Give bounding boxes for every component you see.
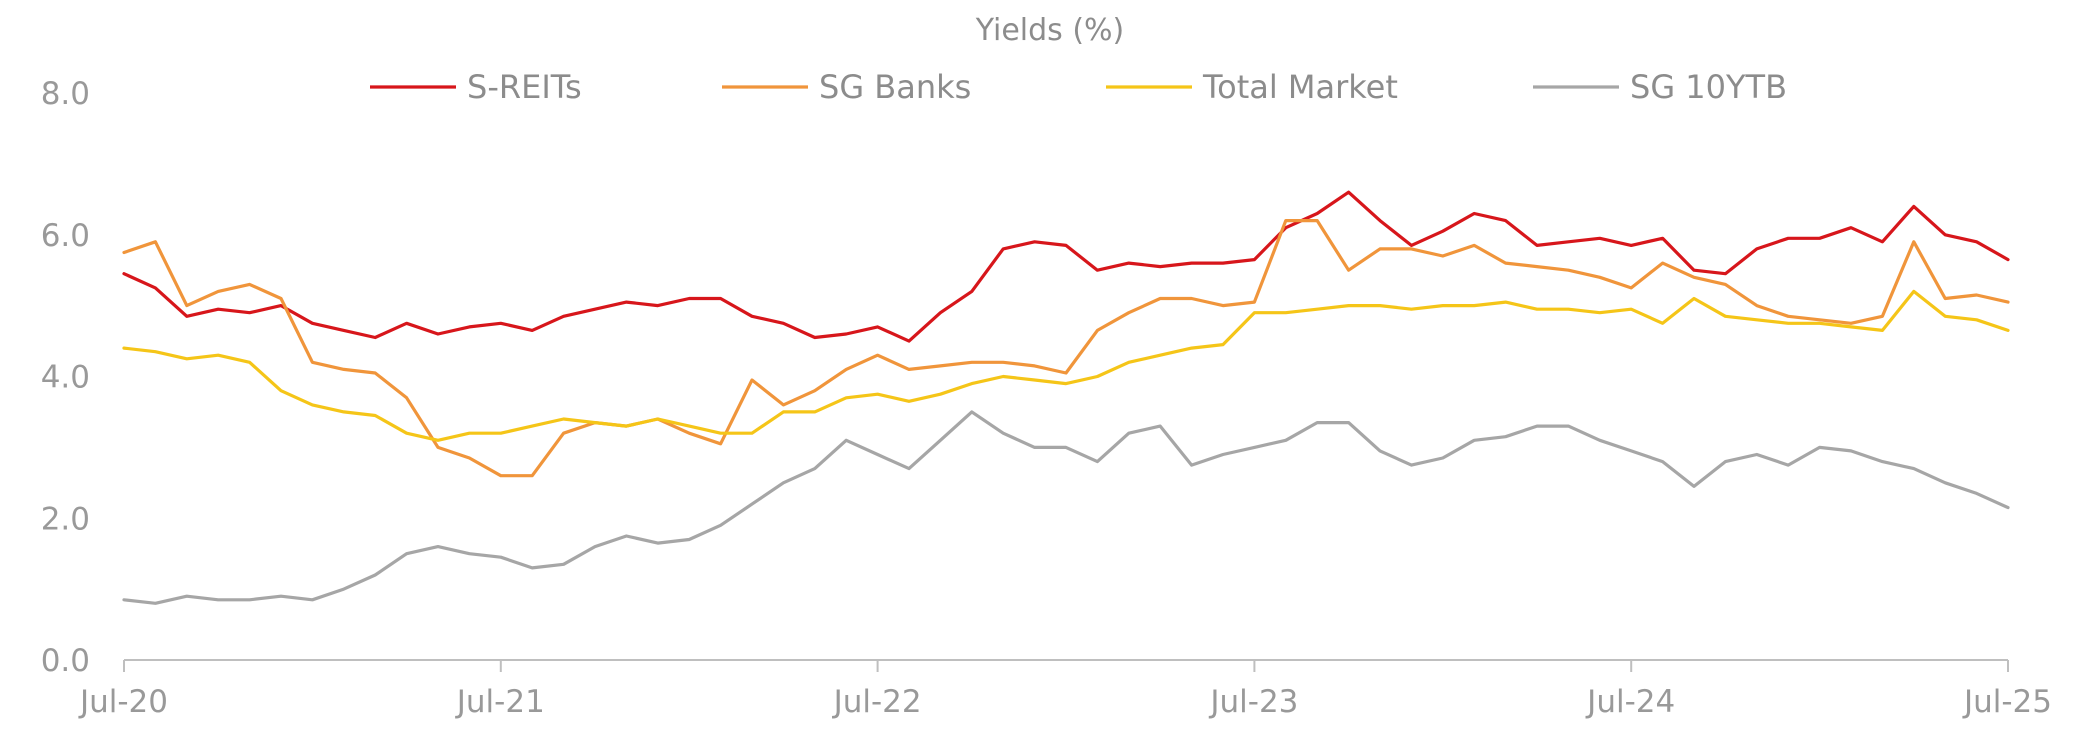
- series-line-sg-10ytb: [122, 410, 2010, 605]
- chart-title: Yields (%): [975, 13, 1125, 48]
- legend-item-total-market: Total Market: [1106, 68, 1398, 106]
- y-tick-label: 0.0: [41, 643, 90, 679]
- x-tick-label: Jul-24: [1585, 684, 1675, 720]
- legend-item-sg-10ytb: SG 10YTB: [1533, 68, 1787, 106]
- legend-item-s-reits: S-REITs: [370, 68, 582, 106]
- legend-label: SG Banks: [819, 68, 971, 106]
- legend-label: S-REITs: [467, 68, 582, 106]
- legend-label: Total Market: [1202, 68, 1398, 106]
- x-axis: Jul-20 Jul-21 Jul-22 Jul-23 Jul-24 Jul-25: [78, 659, 2052, 720]
- y-tick-label: 4.0: [41, 360, 90, 396]
- y-tick-label: 8.0: [41, 76, 90, 112]
- y-tick-label: 2.0: [41, 501, 90, 537]
- y-axis: 0.0 2.0 4.0 6.0 8.0: [41, 76, 90, 679]
- series-line-total-market: [122, 289, 2010, 442]
- y-tick-label: 6.0: [41, 218, 90, 254]
- plot-area: [122, 190, 2010, 605]
- series-line-s-reits: [122, 190, 2010, 343]
- x-tick-label: Jul-22: [832, 684, 922, 720]
- x-tick-label: Jul-20: [78, 684, 168, 720]
- legend: S-REITs SG Banks Total Market SG 10YTB: [370, 68, 1787, 106]
- legend-label: SG 10YTB: [1630, 68, 1787, 106]
- series-line-sg-banks: [122, 219, 2010, 478]
- x-tick-label: Jul-23: [1208, 684, 1298, 720]
- legend-item-sg-banks: SG Banks: [722, 68, 971, 106]
- x-tick-label: Jul-21: [455, 684, 545, 720]
- x-tick-label: Jul-25: [1962, 684, 2052, 720]
